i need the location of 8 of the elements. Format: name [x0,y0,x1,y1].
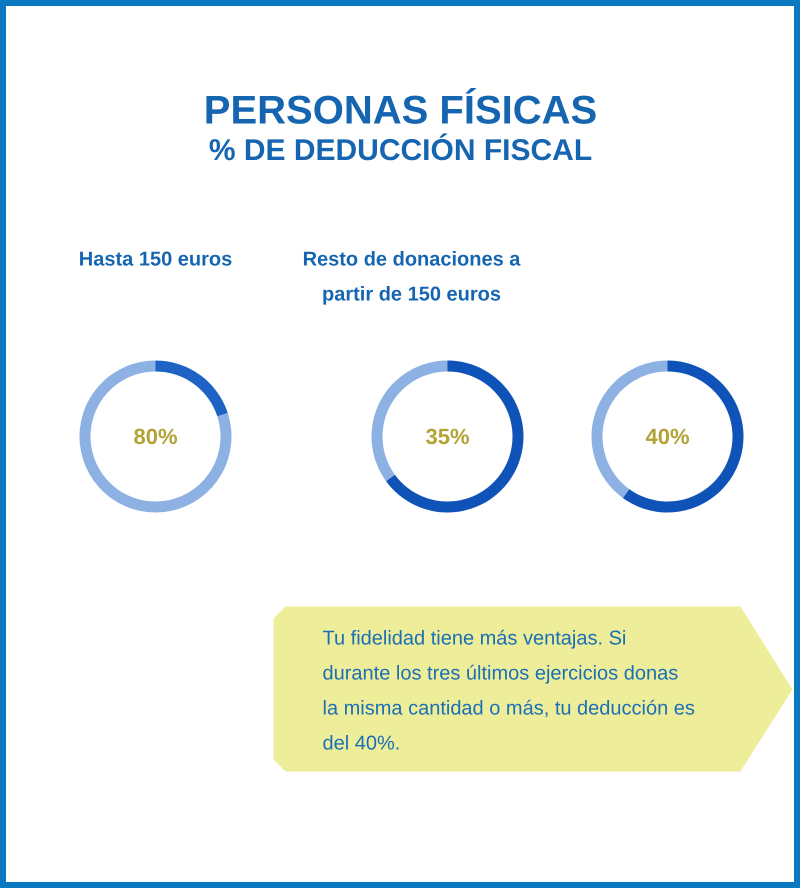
chart-subtitle: Resto de donaciones a partir de 150 euros [302,248,522,306]
chart-subtitle: Hasta 150 euros [78,248,232,270]
text: Tu fidelidad tiene más ventajas. Si durante los tres últimos ejercicios donas la misma cantidad o más, tu deducción es del 40%. [322,628,695,754]
text: PERSONAS FÍSICAS [204,88,598,132]
text: 80% [133,424,178,449]
text: 35% [425,424,470,449]
text: % DE DEDUCCIÓN FISCAL [208,133,592,167]
text: 40% [645,424,690,449]
